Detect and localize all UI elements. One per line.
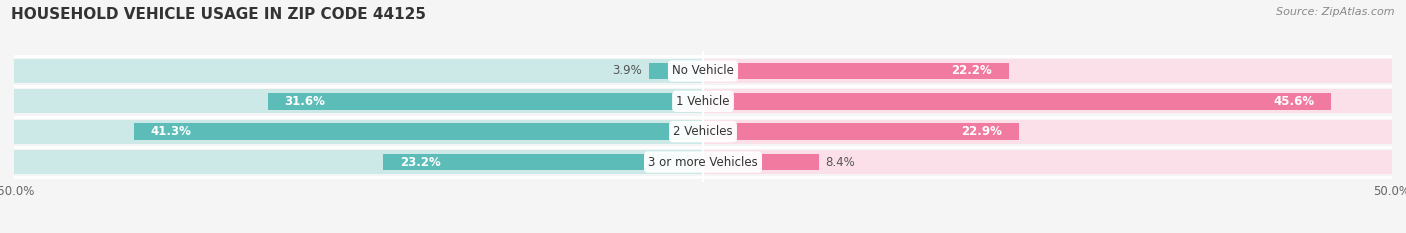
Text: 45.6%: 45.6%: [1274, 95, 1315, 108]
Text: 22.9%: 22.9%: [962, 125, 1002, 138]
Text: 3 or more Vehicles: 3 or more Vehicles: [648, 155, 758, 168]
Text: 31.6%: 31.6%: [284, 95, 325, 108]
Bar: [14, 89, 703, 113]
Bar: [703, 89, 1392, 113]
Text: 3.9%: 3.9%: [613, 65, 643, 78]
Bar: [650, 63, 703, 79]
Bar: [703, 123, 1018, 140]
Bar: [703, 59, 1392, 83]
Text: 22.2%: 22.2%: [952, 65, 993, 78]
Text: 1 Vehicle: 1 Vehicle: [676, 95, 730, 108]
Bar: [703, 150, 1392, 174]
Bar: [703, 93, 1331, 110]
Text: 2 Vehicles: 2 Vehicles: [673, 125, 733, 138]
Bar: [267, 93, 703, 110]
Bar: [703, 120, 1392, 144]
Bar: [703, 154, 818, 170]
Text: Source: ZipAtlas.com: Source: ZipAtlas.com: [1277, 7, 1395, 17]
Text: No Vehicle: No Vehicle: [672, 65, 734, 78]
Text: 8.4%: 8.4%: [825, 155, 855, 168]
Bar: [134, 123, 703, 140]
Text: HOUSEHOLD VEHICLE USAGE IN ZIP CODE 44125: HOUSEHOLD VEHICLE USAGE IN ZIP CODE 4412…: [11, 7, 426, 22]
Text: 41.3%: 41.3%: [150, 125, 191, 138]
Bar: [14, 120, 703, 144]
Text: 23.2%: 23.2%: [399, 155, 440, 168]
Bar: [703, 63, 1010, 79]
Bar: [14, 59, 703, 83]
Bar: [14, 150, 703, 174]
Bar: [384, 154, 703, 170]
